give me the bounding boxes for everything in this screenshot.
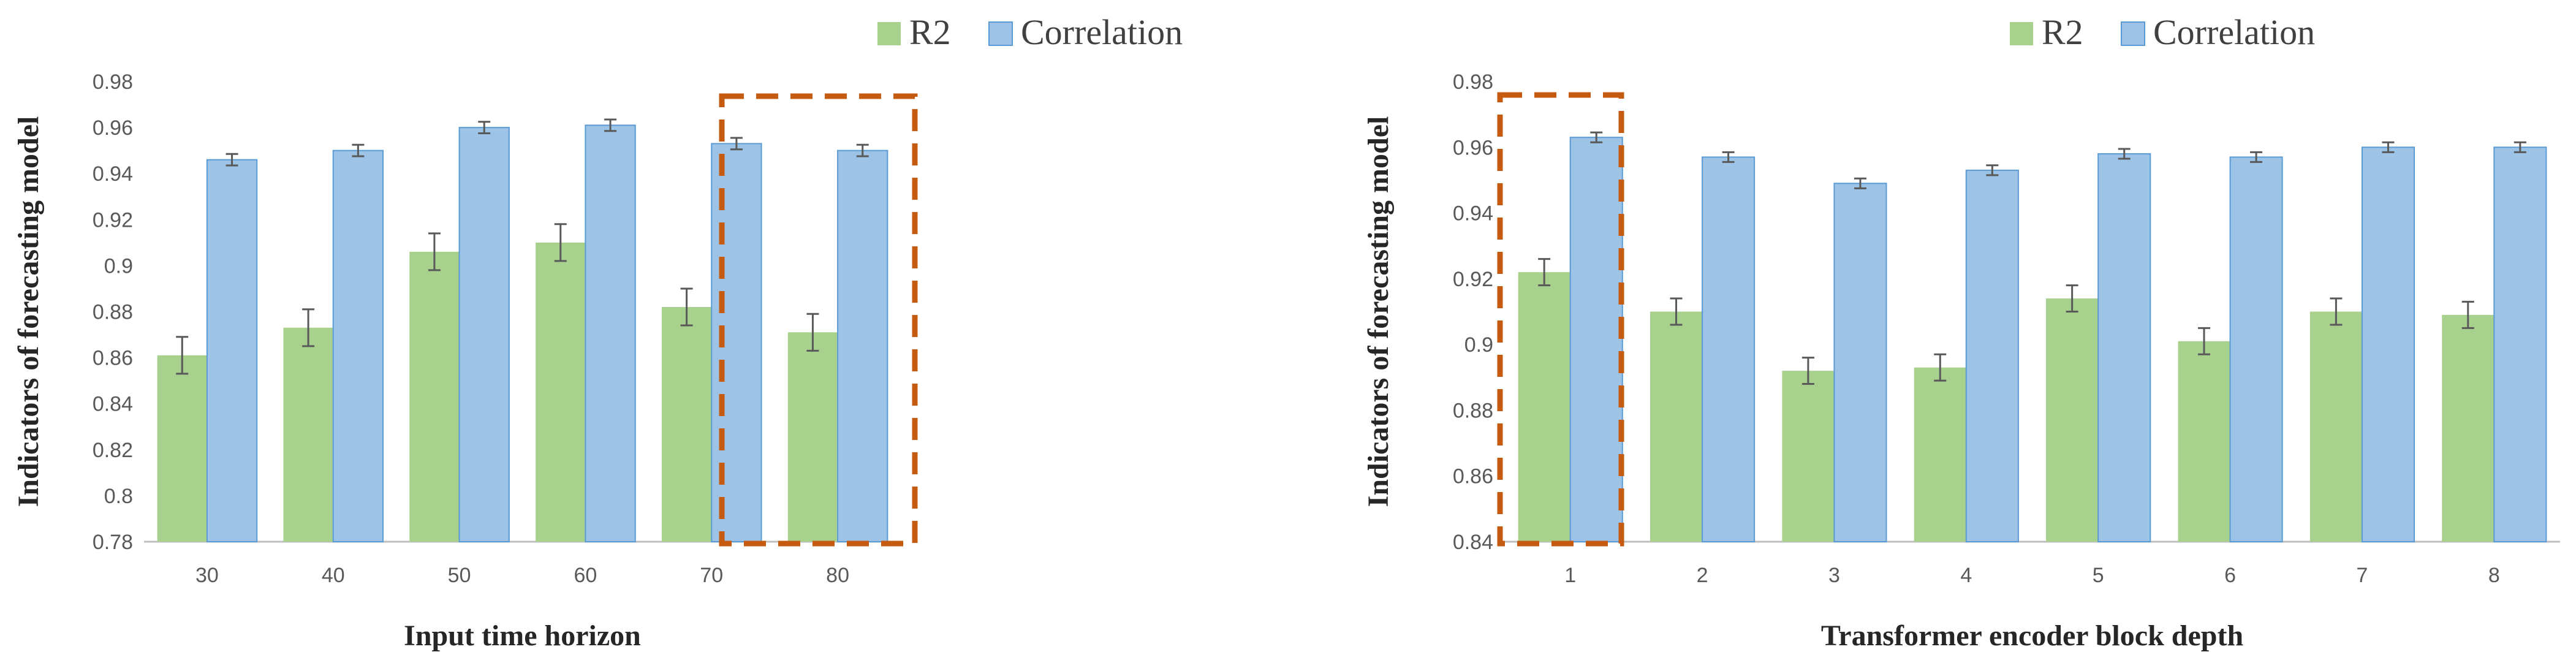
legend-swatch-correlation — [2121, 21, 2145, 46]
x-tick-label: 40 — [322, 564, 345, 587]
legend-label-correlation: Correlation — [1021, 12, 1183, 52]
bar-r2 — [2178, 341, 2230, 542]
x-axis-title: Transformer encoder block depth — [1821, 620, 2243, 652]
highlight-box — [719, 93, 918, 547]
bar-r2 — [2442, 314, 2495, 542]
bar-r2 — [283, 327, 333, 542]
y-tick-label: 0.78 — [93, 531, 133, 554]
legend: R2 Correlation — [877, 12, 1183, 52]
y-tick-label: 0.84 — [1453, 531, 1493, 554]
x-tick-label: 1 — [1564, 564, 1576, 587]
y-tick-label: 0.98 — [93, 70, 133, 94]
bar-r2 — [2046, 298, 2099, 542]
bar-r2 — [536, 242, 586, 542]
x-tick-label: 4 — [1960, 564, 1972, 587]
bar-correlation — [332, 150, 384, 542]
y-axis-title: Indicators of forecasting model — [12, 116, 45, 507]
y-tick-label: 0.8 — [104, 485, 133, 508]
x-tick-label: 60 — [574, 564, 597, 587]
y-tick-label: 0.82 — [93, 439, 133, 462]
y-tick-label: 0.86 — [93, 347, 133, 370]
bar-correlation — [2361, 146, 2415, 543]
bar-r2 — [661, 306, 712, 542]
bar-correlation — [711, 143, 762, 542]
x-tick-label: 8 — [2488, 564, 2500, 587]
bar-correlation — [1965, 169, 2019, 543]
y-tick-label: 0.88 — [1453, 399, 1493, 422]
chart-1: 0.78 0.8 0.82 0.84 0.86 0.88 0.9 0.92 0.94 0.96 0.… — [12, 12, 1183, 652]
x-tick-label: 3 — [1828, 564, 1840, 587]
bar-correlation — [837, 150, 888, 542]
bar-correlation — [1569, 137, 1623, 542]
y-tick-label: 0.86 — [1453, 465, 1493, 488]
y-tick-label: 0.96 — [93, 116, 133, 140]
y-tick-label: 0.94 — [93, 162, 133, 186]
bar-correlation — [1702, 156, 1756, 542]
x-tick-label: 6 — [2224, 564, 2236, 587]
bar-r2 — [409, 251, 460, 542]
legend-swatch-r2 — [2010, 22, 2033, 45]
bar-r2 — [1914, 367, 1966, 542]
bar-correlation — [1833, 183, 1887, 542]
highlight-box — [1497, 92, 1624, 547]
bar-correlation — [2097, 153, 2151, 542]
bar-r2 — [787, 332, 838, 542]
y-tick-label: 0.9 — [1464, 333, 1493, 357]
bar-r2 — [157, 355, 207, 542]
bar-r2 — [2309, 311, 2362, 542]
bar-correlation — [2493, 146, 2547, 543]
x-tick-label: 50 — [448, 564, 471, 587]
y-tick-label: 0.84 — [93, 393, 133, 416]
x-tick-label: 2 — [1697, 564, 1708, 587]
x-tick-label: 80 — [826, 564, 849, 587]
bar-r2 — [1782, 371, 1835, 542]
bar-correlation — [206, 159, 258, 543]
bar-correlation — [585, 124, 636, 543]
legend-label-r2: R2 — [2042, 12, 2083, 52]
y-tick-label: 0.94 — [1453, 202, 1493, 226]
x-tick-label: 30 — [195, 564, 219, 587]
y-tick-label: 0.9 — [104, 254, 133, 278]
y-tick-label: 0.88 — [93, 301, 133, 324]
legend-swatch-r2 — [877, 22, 901, 45]
x-tick-label: 5 — [2093, 564, 2104, 587]
x-tick-label: 7 — [2356, 564, 2368, 587]
legend-label-correlation: Correlation — [2153, 12, 2315, 52]
legend-swatch-correlation — [988, 21, 1013, 46]
legend: R2 Correlation — [2010, 12, 2315, 52]
x-tick-label: 70 — [700, 564, 723, 587]
y-tick-label: 0.92 — [93, 208, 133, 232]
x-axis-title: Input time horizon — [404, 620, 641, 652]
y-tick-label: 0.98 — [1453, 70, 1493, 94]
bar-r2 — [1650, 311, 1703, 542]
legend-label-r2: R2 — [909, 12, 951, 52]
bar-correlation — [2229, 156, 2283, 542]
bar-r2 — [1518, 272, 1570, 542]
chart-2: 0.84 0.86 0.88 0.9 0.92 0.94 0.96 0.98 1 2 3 4 5 6 7 8 T… — [1362, 12, 2560, 652]
y-tick-label: 0.96 — [1453, 136, 1493, 159]
bar-correlation — [458, 127, 510, 543]
y-axis-title: Indicators of forecasting model — [1362, 116, 1395, 507]
y-tick-label: 0.92 — [1453, 268, 1493, 291]
